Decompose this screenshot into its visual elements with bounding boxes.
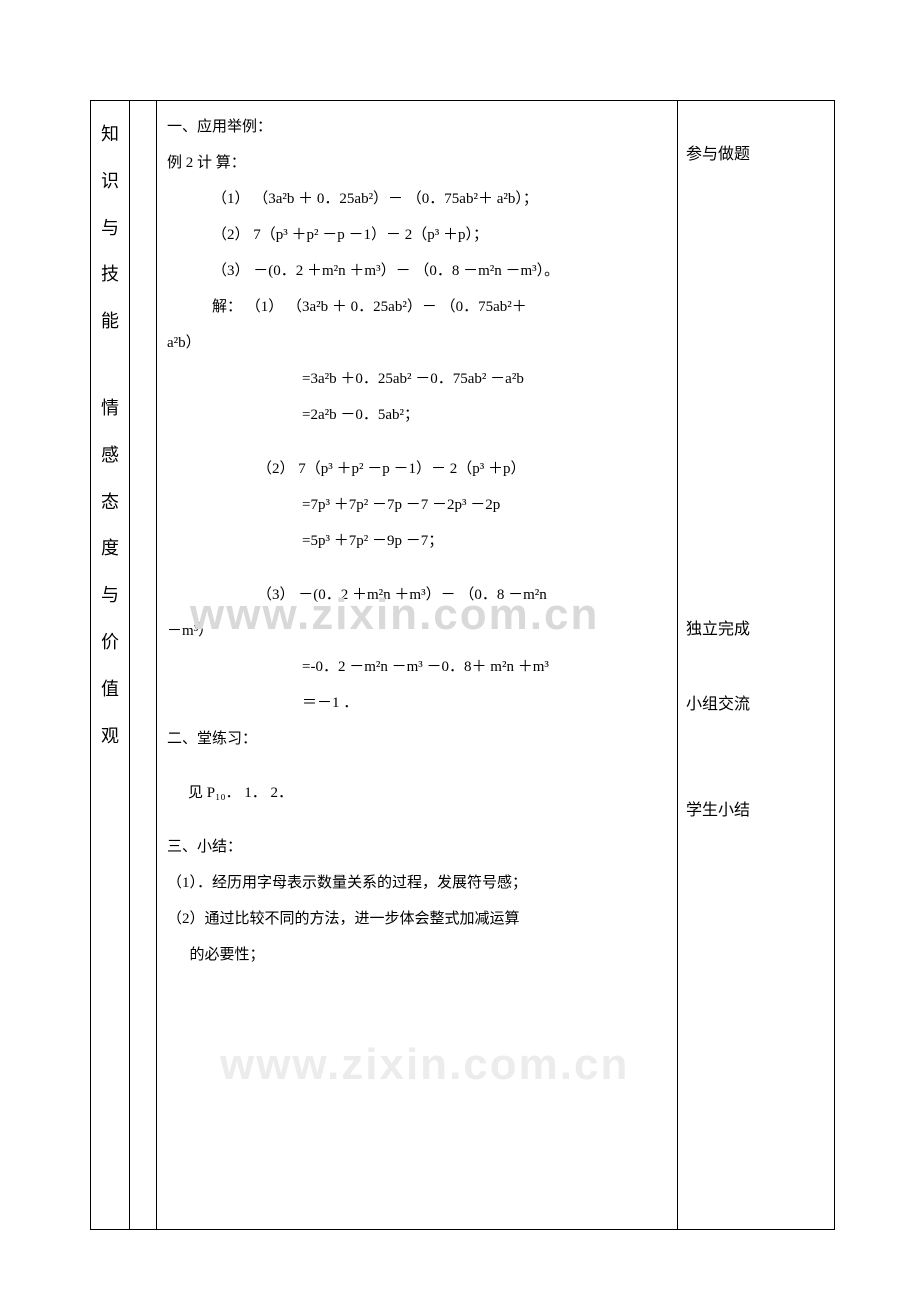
example-label: 例 2 计 算：	[167, 145, 667, 181]
section3-title: 三、小结：	[167, 829, 667, 865]
q1: （1） （3a²b ＋ 0．25ab²）－ （0．75ab²＋ a²b）；	[167, 181, 667, 217]
summary1: （1）．经历用字母表示数量关系的过程，发展符号感；	[167, 865, 667, 901]
char: 感	[91, 432, 129, 479]
char: 与	[91, 572, 129, 619]
summary2a: （2）通过比较不同的方法，进一步体会整式加减运算	[167, 901, 667, 937]
label-block-1: 知 识 与 技 能	[91, 111, 129, 345]
sol1-line1b: a²b）	[167, 325, 667, 361]
sol3-line2: =-0．2 －m²n －m³ －0．8＋ m²n ＋m³	[167, 649, 667, 685]
sol1-line3: =2a²b －0．5ab²；	[167, 397, 667, 433]
sol2-line1: （2） 7（p³ ＋p² －p －1）－ 2（p³ ＋p）	[167, 451, 667, 487]
note-2: 独立完成	[686, 612, 826, 647]
spacer-cell	[130, 101, 157, 1230]
summary2b: 的必要性；	[167, 937, 667, 973]
label-block-2: 情 感 态 度 与 价 值 观	[91, 385, 129, 759]
section2-title: 二、堂练习：	[167, 721, 667, 757]
sol1-line1: 解： （1） （3a²b ＋ 0．25ab²）－ （0．75ab²＋	[167, 289, 667, 325]
char: 情	[91, 385, 129, 432]
sol2-line2: =7p³ ＋7p² －7p －7 －2p³ －2p	[167, 487, 667, 523]
sol2-line3: =5p³ ＋7p² －9p －7；	[167, 523, 667, 559]
char: 识	[91, 158, 129, 205]
notes-cell: 参与做题 独立完成 小组交流 学生小结	[678, 101, 835, 1230]
char: 观	[91, 713, 129, 760]
char: 价	[91, 619, 129, 666]
sol3-line1b: －m³）	[167, 613, 667, 649]
char: 知	[91, 111, 129, 158]
sol3-line1: （3） －(0．2 ＋m²n ＋m³）－ （0．8 －m²n	[167, 577, 667, 613]
char: 值	[91, 666, 129, 713]
char: 能	[91, 298, 129, 345]
content-table: 知 识 与 技 能 情 感 态 度 与 价 值 观	[90, 100, 835, 1230]
sol3-line3: ＝－1 ．	[167, 685, 667, 721]
char: 度	[91, 525, 129, 572]
sol1-text: （1） （3a²b ＋ 0．25ab²）－ （0．75ab²＋	[246, 299, 527, 315]
main-content-cell: 一、应用举例： 例 2 计 算： （1） （3a²b ＋ 0．25ab²）－ （…	[157, 101, 678, 1230]
char: 态	[91, 479, 129, 526]
sol1-line2: =3a²b ＋0．25ab² －0．75ab² －a²b	[167, 361, 667, 397]
char: 技	[91, 251, 129, 298]
char: 与	[91, 205, 129, 252]
sol-label: 解：	[212, 299, 242, 315]
left-labels-cell: 知 识 与 技 能 情 感 态 度 与 价 值 观	[91, 101, 130, 1230]
section2-body: 见 P₁₀． 1． 2．	[167, 775, 667, 811]
note-1: 参与做题	[686, 137, 826, 172]
note-3: 小组交流	[686, 687, 826, 722]
q3: （3） －(0．2 ＋m²n ＋m³）－ （0．8 －m²n －m³）。	[167, 253, 667, 289]
section1-title: 一、应用举例：	[167, 109, 667, 145]
q2: （2） 7（p³ ＋p² －p －1）－ 2（p³ ＋p）；	[167, 217, 667, 253]
note-4: 学生小结	[686, 793, 826, 828]
